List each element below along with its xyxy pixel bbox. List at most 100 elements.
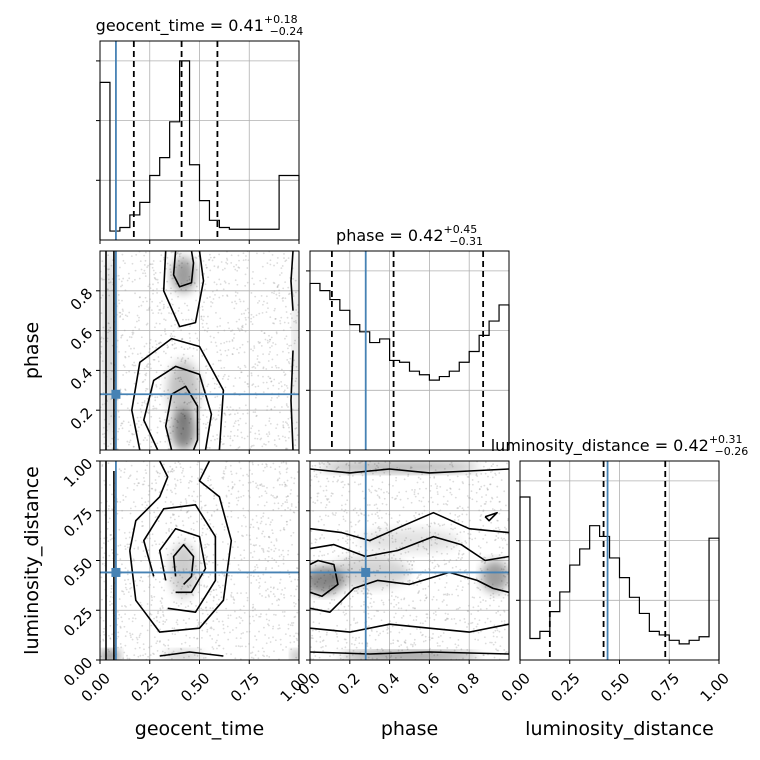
sample-point [278, 465, 281, 468]
sample-point [370, 628, 373, 631]
sample-point [360, 472, 363, 474]
sample-point [148, 586, 151, 589]
sample-point [314, 655, 317, 657]
sample-point [235, 617, 238, 619]
sample-point [354, 507, 357, 510]
sample-point [207, 259, 210, 261]
sample-point [228, 413, 231, 416]
sample-point [108, 634, 110, 637]
sample-point [167, 447, 170, 450]
sample-point [125, 371, 128, 374]
sample-point [482, 524, 485, 527]
sample-point [132, 558, 135, 561]
sample-point [347, 483, 350, 486]
sample-point [128, 543, 131, 546]
sample-point [296, 639, 299, 642]
sample-point [385, 527, 388, 530]
sample-point [227, 617, 230, 619]
sample-point [165, 522, 168, 525]
sample-point [505, 528, 507, 530]
sample-point [498, 594, 500, 596]
sample-point [368, 504, 371, 506]
sample-point [410, 501, 413, 504]
sample-point [119, 643, 122, 645]
sample-point [179, 462, 181, 465]
sample-point [216, 647, 218, 650]
sample-point [158, 342, 161, 345]
sample-point [205, 266, 208, 269]
sample-point [143, 480, 146, 483]
sample-point [311, 634, 314, 637]
sample-point [498, 605, 500, 608]
sample-point [130, 464, 133, 467]
sample-point [495, 527, 497, 530]
sample-point [142, 525, 144, 527]
sample-point [289, 326, 292, 329]
sample-point [159, 260, 162, 263]
sample-point [284, 260, 287, 263]
sample-point [292, 621, 295, 624]
sample-point [217, 644, 220, 647]
sample-point [389, 473, 391, 476]
sample-point [257, 385, 260, 388]
sample-point [121, 563, 123, 566]
sample-point [134, 292, 136, 295]
sample-point [290, 344, 292, 347]
sample-point [483, 503, 486, 505]
sample-point [388, 513, 391, 516]
sample-point [424, 620, 427, 622]
sample-point [149, 363, 152, 366]
sample-point [245, 255, 247, 257]
sample-point [501, 636, 503, 639]
sample-point [107, 508, 110, 510]
sample-point [272, 508, 275, 511]
sample-point [273, 439, 276, 442]
marginal-panel-geocent_time [96, 40, 300, 244]
sample-point [116, 610, 119, 613]
sample-point [229, 614, 232, 617]
sample-point [269, 338, 272, 341]
sample-point [131, 333, 134, 336]
sample-point [312, 510, 314, 512]
sample-point [122, 657, 125, 660]
sample-point [174, 312, 177, 314]
sample-point [210, 590, 213, 593]
sample-point [324, 506, 327, 509]
sample-point [212, 553, 215, 556]
sample-point [290, 505, 293, 507]
sample-point [366, 642, 369, 645]
sample-point [257, 575, 260, 578]
sample-point [188, 494, 190, 497]
sample-point [289, 370, 292, 372]
sample-point [217, 266, 219, 269]
contour-line [172, 251, 195, 288]
x-axis-label: luminosity_distance [525, 718, 714, 740]
sample-point [394, 498, 396, 501]
sample-point [116, 339, 119, 342]
sample-point [247, 307, 249, 310]
sample-point [249, 431, 252, 434]
sample-point [383, 611, 386, 614]
sample-point [205, 487, 208, 490]
sample-point [124, 356, 127, 359]
sample-point [256, 521, 259, 524]
sample-point [439, 649, 442, 652]
sample-point [284, 587, 286, 590]
sample-point [262, 252, 265, 255]
sample-point [173, 335, 176, 338]
sample-point [109, 534, 112, 536]
sample-point [167, 346, 170, 348]
density-blob [171, 410, 196, 450]
sample-point [274, 547, 277, 550]
sample-point [466, 495, 469, 497]
sample-point [499, 614, 502, 616]
sample-point [147, 412, 150, 414]
title-main: luminosity_distance = 0.42 [491, 436, 709, 456]
sample-point [277, 395, 280, 398]
sample-point [170, 356, 173, 359]
sample-point [505, 650, 508, 653]
sample-point [483, 484, 486, 487]
sample-point [268, 420, 271, 422]
sample-point [166, 280, 169, 283]
density-blob [103, 251, 116, 450]
